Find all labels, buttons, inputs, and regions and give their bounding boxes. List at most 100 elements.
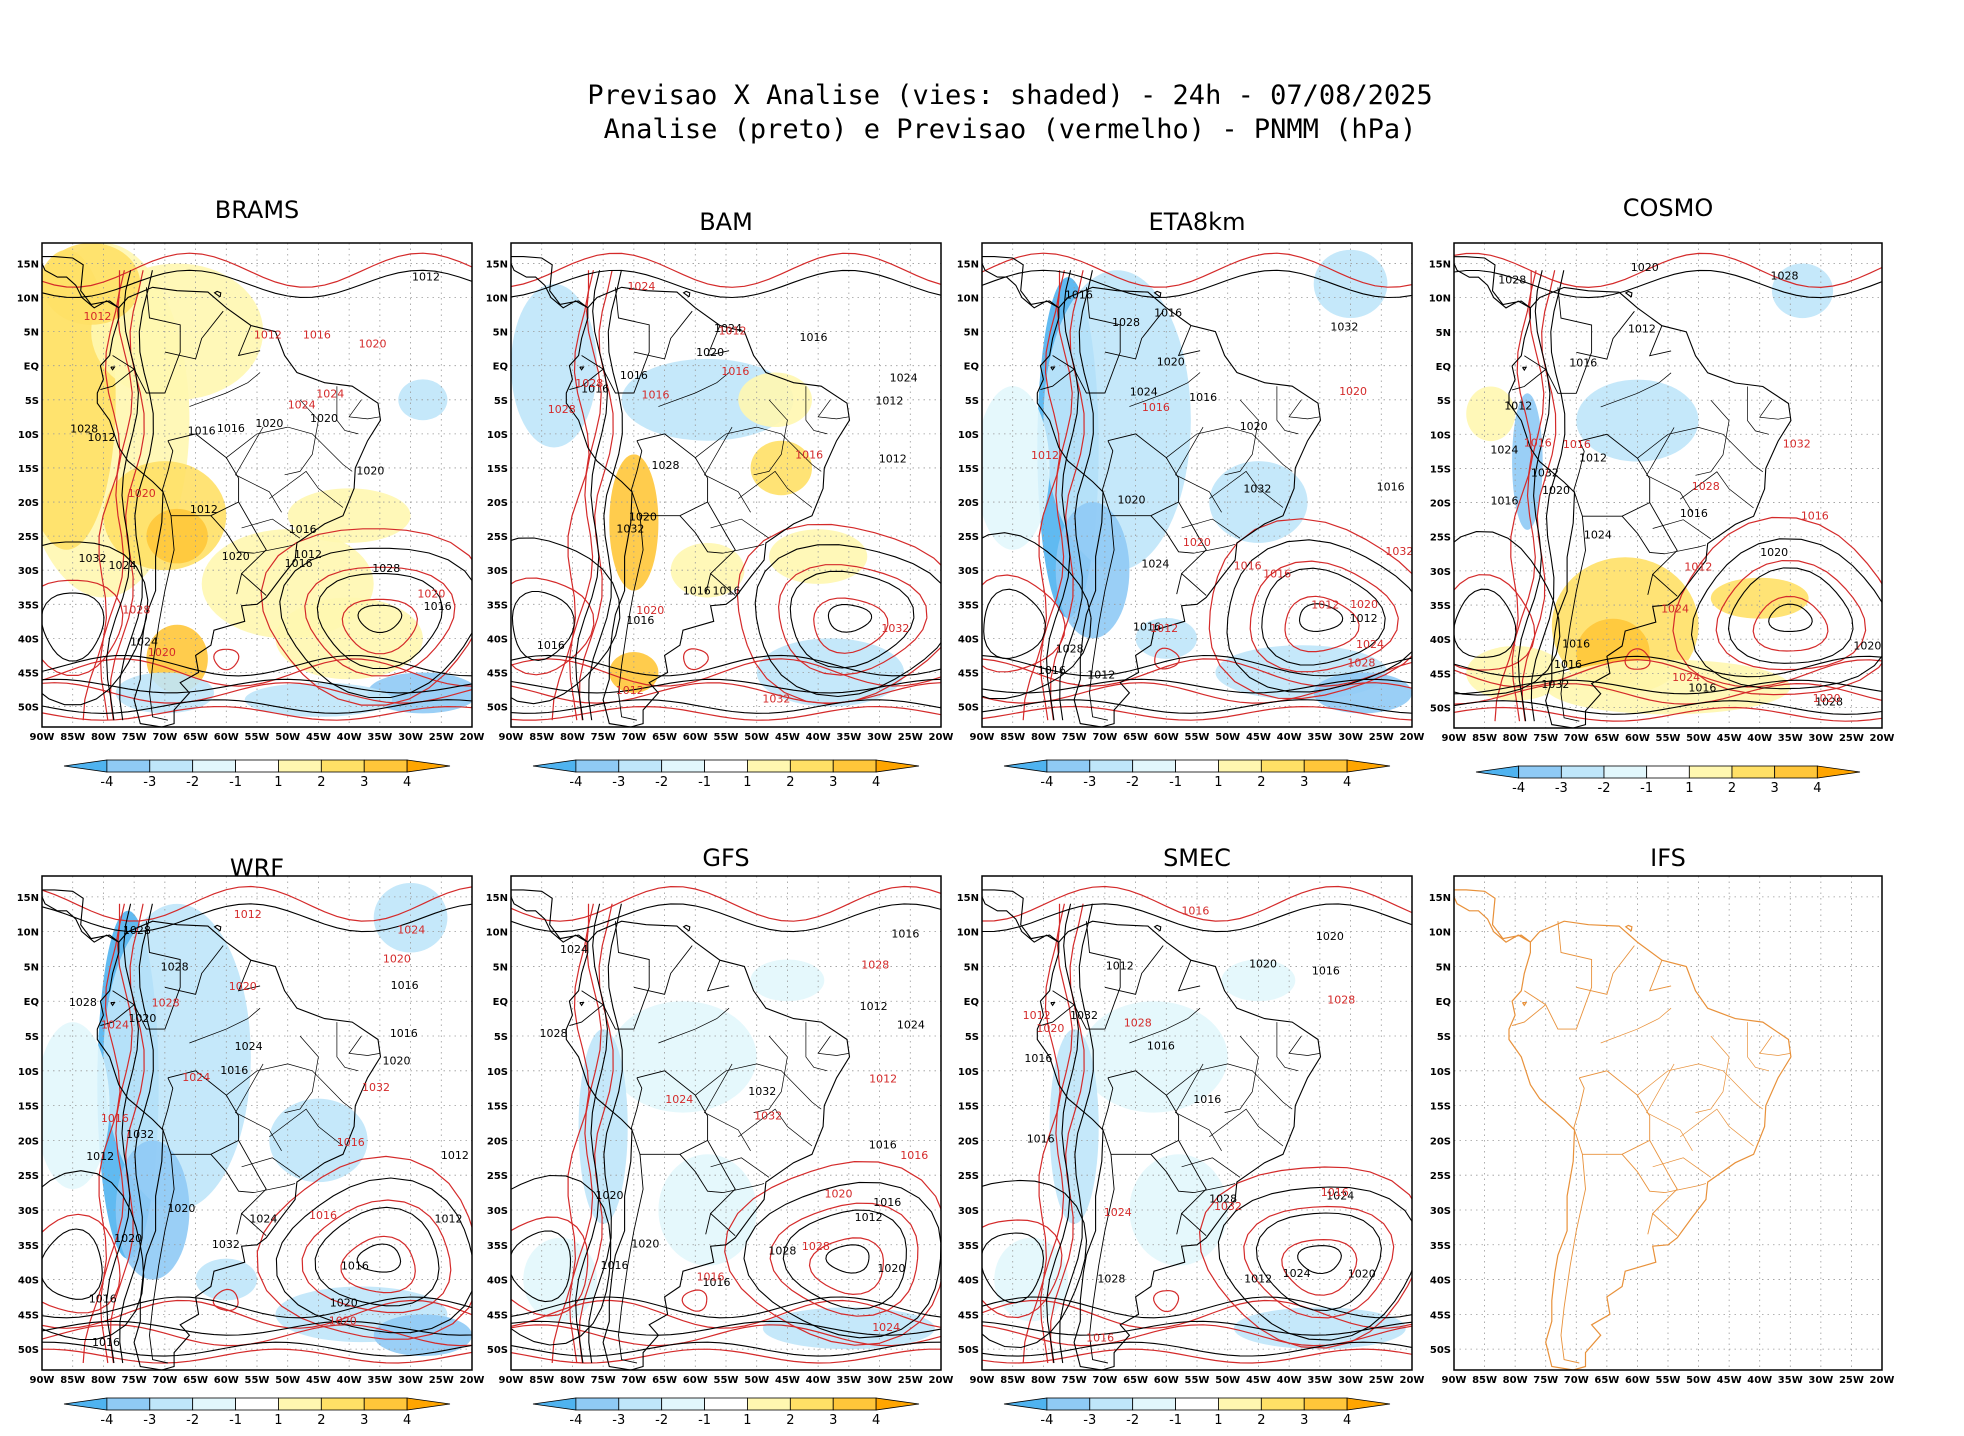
lon-tick-label: 60W (214, 732, 239, 743)
isobar-line (578, 270, 614, 721)
isobar-line (575, 903, 608, 1364)
country-border (679, 1154, 723, 1194)
lat-tick-label: EQ (493, 997, 508, 1008)
lat-tick-label: 5S (1437, 396, 1451, 407)
coastline (42, 889, 120, 943)
state-border (226, 426, 353, 472)
lat-tick-label: 25S (18, 1171, 39, 1182)
lat-tick-label: 45S (487, 668, 508, 679)
colorbar: -4 -3 -2 -1 1 2 3 4 (63, 759, 451, 790)
isobar-line (982, 1324, 1412, 1347)
lon-tick-label: 30W (1808, 733, 1833, 744)
colorbar-label: -3 (612, 775, 625, 790)
isobar-line (511, 658, 941, 687)
isobar-label-forecast: 1016 (1234, 559, 1262, 572)
colorbar-segment (192, 1397, 236, 1411)
lon-tick-label: 45W (775, 732, 800, 743)
isobar-line (825, 1244, 870, 1274)
state-border (253, 543, 296, 554)
lat-tick-label: EQ (24, 362, 39, 373)
isobar-line (777, 564, 928, 676)
isobar-line (42, 699, 472, 714)
lon-tick-label: 35W (367, 732, 392, 743)
isobar-line (1022, 270, 1061, 721)
state-border (1747, 386, 1769, 435)
map-content: 1016101610121016101210161020101610241020… (1454, 243, 1882, 728)
isobar-label-analysis: 1020 (629, 511, 657, 524)
isobar-line (511, 1324, 941, 1347)
isobar-label-analysis: 1016 (285, 557, 313, 570)
lon-tick-label: 60W (1154, 732, 1179, 743)
lat-tick-label: EQ (24, 997, 39, 1008)
isobar-label-analysis: 1028 (1771, 269, 1799, 282)
state-border (226, 1063, 353, 1110)
isobar-label-analysis: 1016 (391, 979, 419, 992)
lon-tick-label: 30W (1808, 1375, 1833, 1386)
lat-tick-label: 5N (24, 328, 39, 339)
bias-shade-area (1080, 1001, 1228, 1113)
isobar-label-analysis: 1012 (1106, 959, 1134, 972)
isobar-label-analysis: 1028 (1112, 316, 1140, 329)
isobar-label-analysis: 1032 (126, 1128, 154, 1141)
isobar-line (982, 269, 1412, 299)
lat-tick-label: 5S (25, 1032, 39, 1043)
isobar-label-analysis: 1020 (310, 412, 338, 425)
lon-tick-label: 70W (621, 732, 646, 743)
country-border (630, 1077, 643, 1129)
isobar-line (42, 1228, 103, 1300)
isobar-line (982, 885, 1412, 922)
lon-tick-label: 75W (591, 1375, 616, 1386)
state-border (658, 372, 730, 407)
isobar-label-analysis: 1032 (748, 1085, 776, 1098)
isobar-label-analysis: 1016 (537, 639, 565, 652)
isobar-line (813, 597, 889, 654)
colorbar-label: -4 (100, 775, 113, 790)
lon-tick-label: 80W (1031, 732, 1056, 743)
isobar-label-analysis: 1016 (217, 422, 245, 435)
country-border (640, 501, 708, 517)
isobar-label-forecast: 1028 (152, 997, 180, 1010)
isobar-label-analysis: 1016 (702, 1276, 730, 1289)
isobar-line (511, 1296, 941, 1319)
lon-tick-label: 40W (1277, 732, 1302, 743)
isobar-label-forecast: 1012 (718, 325, 746, 338)
lon-tick-label: 75W (1533, 1375, 1558, 1386)
isobar-label-analysis: 1012 (294, 548, 322, 561)
lon-tick-label: 35W (1307, 1375, 1332, 1386)
state-border (695, 1063, 822, 1110)
isobar-label-analysis: 1032 (616, 522, 644, 535)
lat-tick-label: 20S (1430, 1136, 1451, 1147)
lon-tick-label: 45W (1246, 1375, 1271, 1386)
state-border (1209, 470, 1284, 508)
bias-shade-area (1043, 270, 1191, 571)
lon-tick-label: 85W (60, 732, 85, 743)
lon-tick-label: 50W (744, 1375, 769, 1386)
lat-tick-label: 30S (18, 1206, 39, 1217)
lon-tick-label: 75W (1533, 733, 1558, 744)
colorbar-segment (1175, 1397, 1219, 1411)
isobar-line (82, 903, 121, 1364)
lon-tick-label: 90W (499, 1375, 524, 1386)
colorbar-segment (1218, 759, 1262, 773)
colorbar-label: 4 (872, 1413, 880, 1428)
isobar-label-analysis: 1028 (768, 1244, 796, 1257)
colorbar-segment (149, 1397, 194, 1411)
isobar-line (99, 270, 133, 721)
state-border (189, 372, 261, 407)
lat-tick-label: 5S (25, 396, 39, 407)
country-border (236, 1213, 243, 1235)
country-border (149, 489, 175, 721)
isobar-line (42, 705, 472, 721)
isobar-line (1521, 270, 1557, 722)
colorbar-label: 3 (360, 1413, 368, 1428)
isobar-label-forecast: 1024 (101, 1019, 129, 1032)
isobar-line (1208, 518, 1412, 700)
colorbar-label: -1 (698, 1413, 711, 1428)
colorbar-segment (406, 1397, 451, 1411)
country-border (618, 1127, 644, 1364)
colorbar: -4 -3 -2 -1 1 2 3 4 (1003, 1397, 1391, 1428)
isobar-line (42, 1299, 472, 1329)
